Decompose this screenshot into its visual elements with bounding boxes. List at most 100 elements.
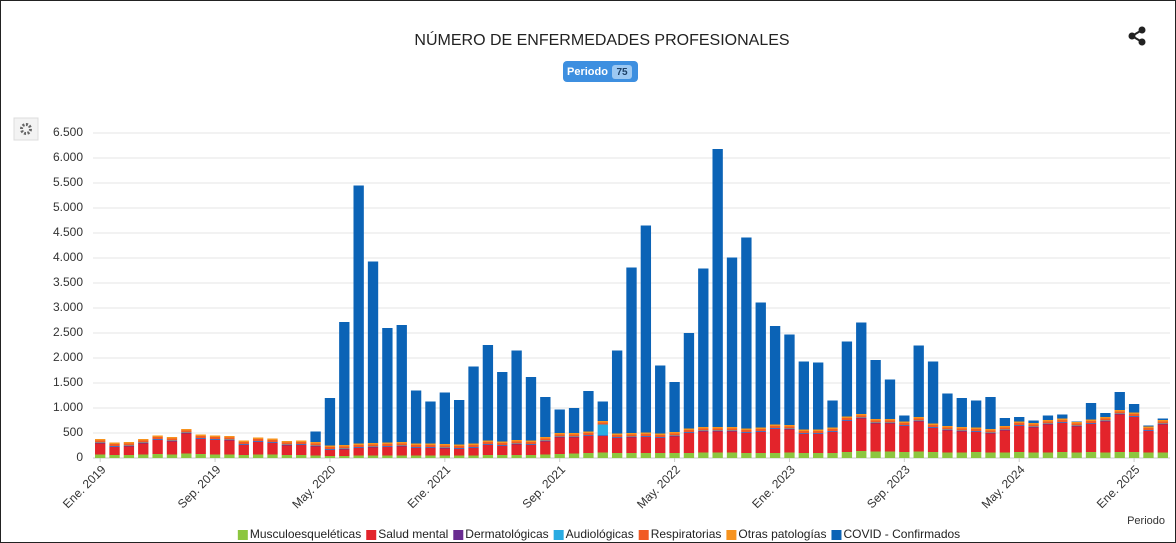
bar-segment — [296, 442, 307, 444]
y-tick-label: 1.500 — [53, 375, 83, 389]
bar-segment — [856, 451, 867, 458]
bar-segment — [296, 440, 307, 442]
bar-segment — [640, 432, 652, 434]
bar-segment — [999, 452, 1011, 458]
bar-segment — [698, 428, 709, 431]
bar-segment — [870, 420, 881, 423]
bar-segment — [698, 427, 709, 429]
bar-segment — [769, 426, 781, 428]
bar-segment — [468, 448, 479, 456]
bar-segment — [482, 445, 494, 455]
bar-segment — [611, 350, 623, 434]
bar-segment — [310, 443, 321, 446]
bar-segment — [497, 372, 508, 442]
y-tick-label: 6.000 — [53, 150, 83, 164]
bar-segment — [841, 416, 853, 418]
bar-segment — [1014, 425, 1025, 426]
bar-segment — [540, 440, 551, 441]
bar-segment — [597, 401, 608, 421]
bar-segment — [439, 444, 450, 446]
bar-segment — [1071, 425, 1082, 426]
bar-segment — [597, 421, 608, 423]
bar-segment — [841, 418, 853, 420]
badge-label[interactable]: Periodo — [567, 66, 608, 78]
bar-segment — [324, 449, 336, 450]
bar-segment — [927, 428, 939, 452]
bar-segment — [726, 431, 738, 432]
bar-segment — [626, 437, 637, 438]
bar-segment — [927, 423, 939, 425]
bar-segment — [396, 446, 407, 447]
bar-segment — [425, 447, 436, 448]
bar-segment — [468, 366, 479, 444]
bar-segment — [683, 453, 695, 458]
bar-segment — [712, 427, 723, 429]
bar-segment — [138, 439, 149, 441]
bar-segment — [1157, 418, 1168, 420]
filter-badge[interactable]: Periodo 75 — [563, 61, 638, 82]
bar-segment — [367, 447, 379, 448]
bar-segment — [224, 437, 235, 440]
bar-segment — [712, 149, 723, 427]
bar-segment — [841, 420, 853, 421]
bar-segment — [683, 333, 695, 429]
bar-segment — [1085, 419, 1097, 421]
settings-background[interactable] — [13, 117, 39, 141]
bar-segment — [554, 454, 565, 458]
bar-segment — [425, 447, 436, 448]
bar-segment — [252, 439, 264, 441]
bar-segment — [942, 426, 953, 428]
gear-icon[interactable] — [20, 123, 32, 135]
legend-label: Salud mental — [378, 527, 448, 541]
bar-segment — [1057, 452, 1068, 458]
bar-segment — [166, 438, 178, 441]
legend-label: Musculoesqueléticas — [250, 527, 361, 541]
settings-button[interactable] — [13, 117, 39, 141]
bar-segment — [999, 426, 1011, 428]
bar-segment — [209, 439, 221, 440]
y-tick-label: 5.500 — [53, 175, 83, 189]
bar-segment — [1057, 422, 1068, 423]
bar-segment — [1157, 423, 1168, 424]
badge-count-background[interactable] — [612, 65, 632, 79]
bar-segment — [1071, 423, 1082, 426]
bar-segment — [927, 427, 939, 428]
bar-segment — [396, 445, 407, 446]
share-lines[interactable] — [1130, 29, 1143, 43]
bar-segment — [841, 420, 853, 421]
bar-segment — [353, 445, 364, 447]
bar-segment — [970, 432, 982, 452]
bar-segment — [884, 419, 896, 421]
bar-segment — [1085, 421, 1097, 423]
bar-segment — [497, 443, 508, 445]
bar-segment — [396, 325, 407, 442]
bar-segment — [195, 439, 206, 454]
bar-segment — [741, 428, 752, 430]
bar-segment — [1085, 452, 1097, 458]
bar-segment — [554, 409, 565, 433]
bar-segment — [454, 446, 465, 448]
bar-segment — [798, 431, 809, 433]
bar-segment — [870, 422, 881, 423]
bar-segment — [798, 453, 809, 458]
bar-segment — [568, 437, 580, 438]
share-icon[interactable] — [1128, 26, 1146, 46]
bar-segment — [942, 427, 953, 430]
bar-segment — [410, 390, 422, 444]
bar-segment — [655, 435, 666, 437]
bar-segment — [798, 434, 809, 453]
bar-segment — [296, 445, 307, 455]
bar-segment — [511, 443, 522, 444]
bar-segment — [1100, 420, 1111, 421]
bar-segment — [1114, 411, 1125, 414]
bar-segment — [252, 441, 264, 442]
bar-segment — [956, 431, 967, 432]
bar-segment — [511, 440, 522, 442]
bar-segment — [870, 423, 881, 424]
bar-segment — [267, 443, 278, 455]
bar-segment — [683, 430, 695, 432]
bar-segment — [454, 449, 465, 456]
badge-count[interactable]: 75 — [616, 67, 628, 78]
bar-segment — [238, 444, 249, 445]
